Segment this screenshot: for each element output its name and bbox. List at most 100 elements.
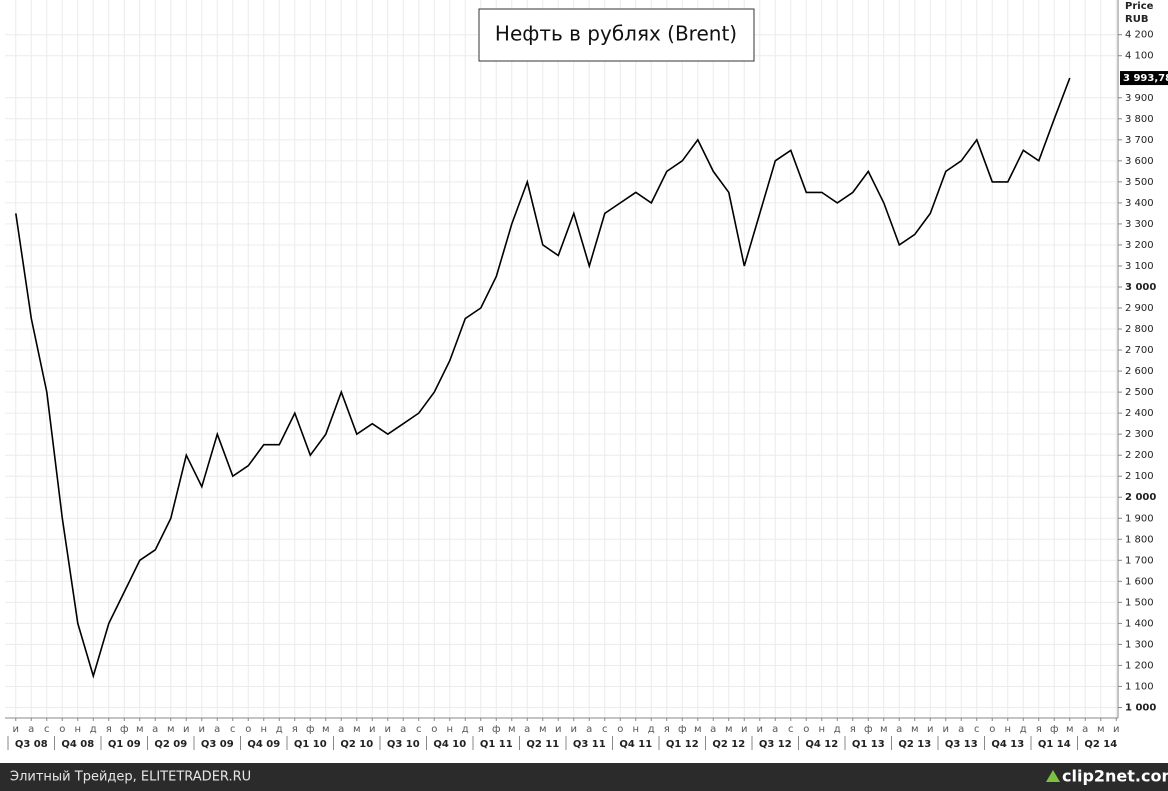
chart-title: Нефть в рублях (Brent) [495,22,737,46]
x-tick-label: н [260,724,267,735]
x-tick-label: и [1113,724,1120,735]
x-tick-label: м [167,724,175,735]
x-tick-label: н [74,724,81,735]
x-tick-label: а [958,724,964,735]
x-tick-label: о [617,724,623,735]
y-tick-label: 2 800 [1125,324,1154,335]
quarter-label: Q3 08 [15,739,48,750]
x-tick-label: с [974,724,980,735]
y-tick-label: 1 200 [1125,660,1154,671]
x-tick-label: д [462,724,469,735]
x-tick-label: н [1004,724,1011,735]
x-tick-label: м [911,724,919,735]
y-tick-label: 1 600 [1125,576,1154,587]
quarter-label: Q4 08 [61,739,94,750]
y-tick-label: 1 300 [1125,639,1154,650]
x-tick-label: с [44,724,50,735]
x-tick-label: ф [864,724,873,735]
quarter-label: Q3 10 [387,739,420,750]
x-tick-label: м [1066,724,1074,735]
y-tick-label: 3 100 [1125,261,1154,272]
quarter-label: Q4 12 [805,739,838,750]
x-tick-label: ф [120,724,129,735]
y-tick-label: 1 900 [1125,513,1154,524]
quarter-label: Q2 09 [154,739,187,750]
quarter-label: Q3 13 [945,739,978,750]
y-tick-label: 2 500 [1125,387,1154,398]
x-tick-label: я [664,724,670,735]
quarter-label: Q4 13 [991,739,1024,750]
x-tick-label: о [803,724,809,735]
y-tick-label: 3 300 [1125,219,1154,230]
x-tick-label: я [478,724,484,735]
x-tick-label: а [586,724,592,735]
y-tick-label: 2 600 [1125,366,1154,377]
y-tick-label: 1 700 [1125,555,1154,566]
x-tick-label: с [416,724,422,735]
y-tick-label: 1 800 [1125,534,1154,545]
x-tick-label: а [400,724,406,735]
x-tick-label: и [555,724,562,735]
x-tick-label: н [818,724,825,735]
x-tick-label: о [989,724,995,735]
x-tick-label: я [1036,724,1042,735]
y-tick-label: 3 400 [1125,198,1154,209]
x-tick-label: с [602,724,608,735]
last-value-box [1120,71,1168,86]
x-tick-label: а [1082,724,1088,735]
x-tick-label: и [571,724,578,735]
y-tick-label: 2 100 [1125,471,1154,482]
x-tick-label: а [896,724,902,735]
x-tick-label: и [13,724,20,735]
x-tick-label: а [524,724,530,735]
x-tick-label: ф [1050,724,1059,735]
y-tick-label: 3 900 [1125,93,1154,104]
axis-title: Price [1125,1,1154,12]
x-tick-label: о [59,724,65,735]
x-tick-label: и [199,724,206,735]
grid [5,0,1118,718]
x-tick-label: и [369,724,376,735]
x-tick-label: а [214,724,220,735]
x-tick-label: а [338,724,344,735]
title-box [478,8,755,62]
quarter-label: Q4 11 [619,739,652,750]
x-tick-label: о [431,724,437,735]
x-tick-label: м [694,724,702,735]
x-tick-label: д [1020,724,1027,735]
x-tick-label: а [772,724,778,735]
x-tick-label: д [648,724,655,735]
quarter-label: Q3 11 [573,739,606,750]
x-tick-label: н [632,724,639,735]
footer-text: Элитный Трейдер, ELITETRADER.RU [10,770,251,785]
x-tick-label: м [880,724,888,735]
y-tick-label: 1 000 [1125,702,1156,713]
x-tick-label: м [539,724,547,735]
y-tick-label: 1 500 [1125,597,1154,608]
y-tick-label: 2 300 [1125,429,1154,440]
x-tick-label: м [725,724,733,735]
x-tick-label: д [276,724,283,735]
quarter-label: Q2 13 [898,739,931,750]
quarter-label: Q1 09 [108,739,141,750]
x-tick-label: и [741,724,748,735]
x-tick-label: м [353,724,361,735]
x-tick-label: м [322,724,330,735]
y-tick-label: 4 200 [1125,30,1154,41]
x-tick-label: ф [678,724,687,735]
y-tick-label: 2 000 [1125,492,1156,503]
x-tick-label: о [245,724,251,735]
quarter-label: Q1 10 [294,739,327,750]
x-tick-label: и [943,724,950,735]
quarter-label: Q3 12 [759,739,792,750]
x-tick-label: и [927,724,934,735]
x-tick-label: м [508,724,516,735]
y-tick-label: 3 500 [1125,177,1154,188]
x-tick-label: и [183,724,190,735]
x-tick-label: м [136,724,144,735]
y-tick-label: 2 700 [1125,345,1154,356]
y-tick-label: 3 700 [1125,135,1154,146]
x-tick-label: ф [306,724,315,735]
